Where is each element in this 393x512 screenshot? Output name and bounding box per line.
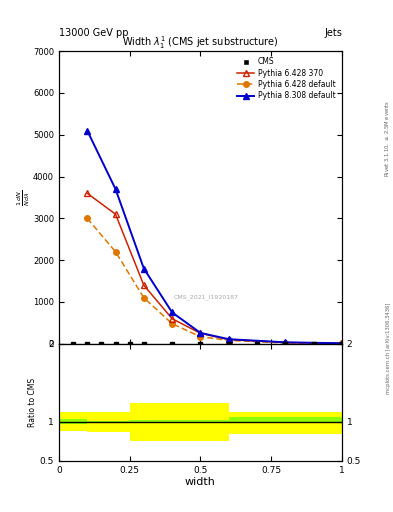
Title: Width $\lambda_1^1$ (CMS jet substructure): Width $\lambda_1^1$ (CMS jet substructur…	[122, 34, 279, 51]
Legend: CMS, Pythia 6.428 370, Pythia 6.428 default, Pythia 8.308 default: CMS, Pythia 6.428 370, Pythia 6.428 defa…	[235, 55, 338, 102]
X-axis label: width: width	[185, 477, 216, 487]
Text: 13000 GeV pp: 13000 GeV pp	[59, 28, 129, 38]
Text: mcplots.cern.ch [arXiv:1306.3436]: mcplots.cern.ch [arXiv:1306.3436]	[386, 303, 391, 394]
Y-axis label: $\frac{1}{N}\frac{dN}{d\lambda}$: $\frac{1}{N}\frac{dN}{d\lambda}$	[15, 189, 31, 206]
Text: Rivet 3.1.10, $\geq$ 2.5M events: Rivet 3.1.10, $\geq$ 2.5M events	[384, 100, 391, 177]
Y-axis label: Ratio to CMS: Ratio to CMS	[28, 378, 37, 427]
Text: Jets: Jets	[324, 28, 342, 38]
Text: CMS_2021_I1920187: CMS_2021_I1920187	[174, 294, 239, 300]
